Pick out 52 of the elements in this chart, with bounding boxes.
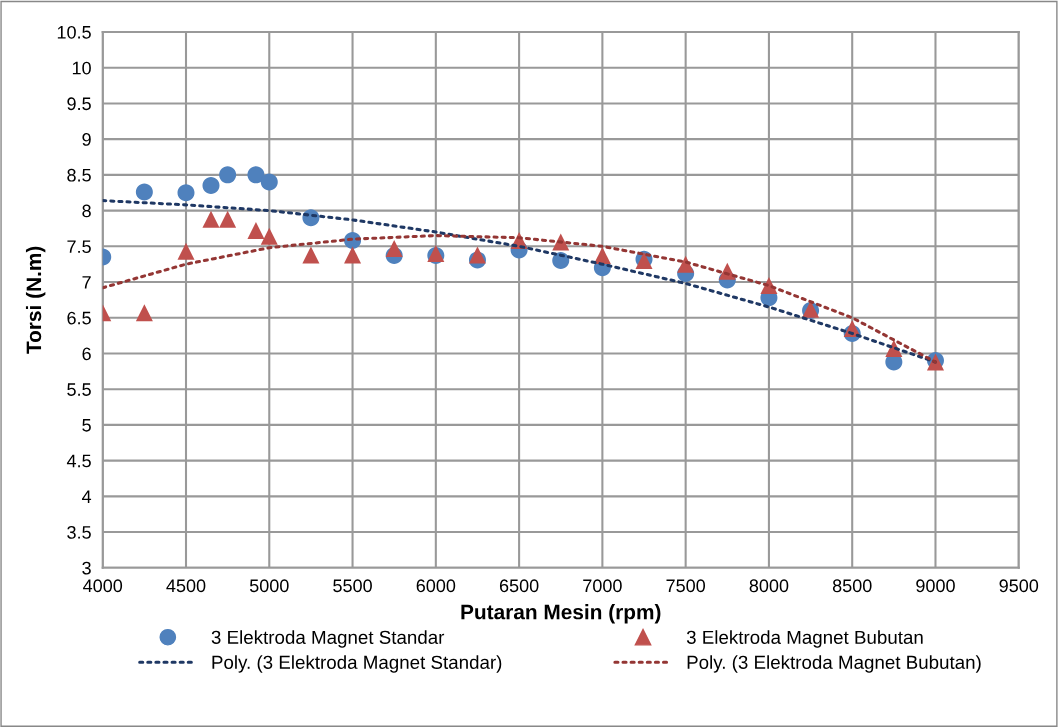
point — [677, 255, 695, 273]
point — [260, 227, 278, 245]
y-tick-label: 8 — [82, 204, 91, 218]
y-tick-label: 6.5 — [67, 311, 91, 325]
y-tick-label: 8.5 — [67, 168, 91, 182]
y-tick-label: 9 — [82, 133, 91, 146]
x-tick-label: 6000 — [416, 579, 456, 593]
y-tick-label: 10.5 — [57, 25, 91, 39]
legend-label: 3 Elektroda Magnet Bubutan — [686, 630, 923, 648]
point — [302, 246, 320, 264]
point — [135, 183, 153, 201]
point — [219, 210, 237, 228]
legend-label: Poly. (3 Elektroda Magnet Standar) — [212, 655, 502, 673]
legend-label: 3 Elektroda Magnet Standar — [211, 630, 445, 648]
point — [219, 166, 237, 184]
x-tick-label: 9500 — [999, 579, 1039, 593]
point — [202, 177, 220, 195]
y-tick-label: 10 — [72, 61, 91, 75]
x-axis-title: Putaran Mesin (rpm) — [461, 604, 661, 624]
y-axis-title: Torsi (N.m) — [25, 246, 46, 354]
point — [135, 304, 153, 322]
point — [344, 246, 362, 264]
x-tick-label: 7000 — [583, 579, 622, 593]
x-tick-label: 7500 — [666, 579, 706, 593]
x-tick-label: 4000 — [83, 579, 123, 593]
point — [468, 246, 486, 264]
y-tick-label: 5.5 — [67, 383, 91, 396]
point — [177, 184, 195, 202]
y-tick-label: 6 — [82, 347, 91, 361]
legend-label: Poly. (3 Elektroda Magnet Bubutan) — [687, 655, 981, 673]
x-tick-label: 8000 — [749, 579, 789, 593]
x-tick-label: 9000 — [916, 579, 955, 593]
point — [177, 242, 195, 260]
y-tick-label: 9.5 — [67, 97, 91, 111]
x-tick-label: 5500 — [333, 579, 372, 593]
x-tick-label: 8500 — [832, 579, 872, 593]
y-tick-label: 3 — [82, 561, 91, 575]
point — [247, 166, 265, 184]
x-tick-label: 5000 — [249, 579, 289, 593]
point — [260, 173, 278, 191]
x-tick-label: 6500 — [499, 579, 539, 593]
y-tick-label: 4 — [81, 490, 92, 503]
point — [593, 247, 611, 265]
y-tick-label: 4.5 — [66, 454, 91, 468]
point — [385, 239, 403, 257]
point — [202, 210, 220, 228]
point — [247, 222, 265, 240]
y-tick-label: 5 — [82, 419, 91, 432]
y-tick-label: 7 — [82, 276, 91, 289]
y-tick-label: 3.5 — [67, 526, 91, 539]
y-tick-label: 7.5 — [67, 240, 91, 254]
x-tick-label: 4500 — [166, 579, 206, 593]
